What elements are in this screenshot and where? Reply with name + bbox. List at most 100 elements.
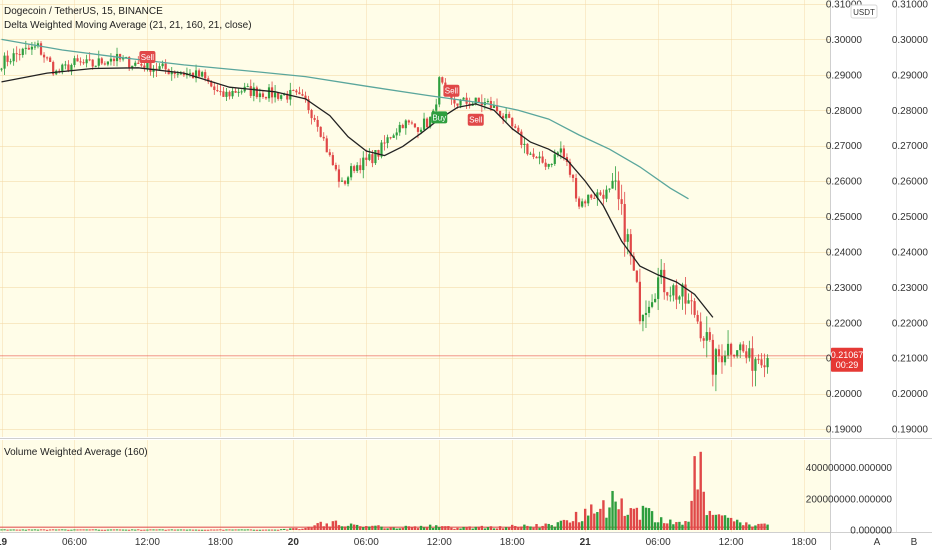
price-scale-background[interactable] — [830, 0, 932, 532]
volume-bar — [216, 529, 219, 531]
volume-bar — [0, 529, 3, 531]
candle-body — [261, 93, 265, 97]
volume-bar — [489, 526, 493, 530]
signal-badge — [467, 113, 484, 126]
volume-bar — [352, 524, 356, 530]
volume-bar — [103, 529, 107, 531]
candle-body — [544, 162, 547, 167]
volume-bar — [453, 528, 456, 530]
volume-bar — [550, 525, 553, 530]
candle-body — [611, 180, 614, 189]
candle-body — [532, 153, 535, 157]
candle-body — [626, 234, 629, 242]
sell-signal[interactable]: Sell — [467, 113, 484, 126]
signal-markers[interactable]: Sell Sell Buy Sell — [139, 51, 484, 126]
candle-body — [663, 269, 666, 293]
candle-body — [228, 91, 231, 97]
candle-body — [623, 203, 626, 242]
volume-bar — [267, 529, 271, 531]
candle-body — [304, 95, 307, 100]
chart-title[interactable]: Dogecoin / TetherUS, 15, BINANCE — [4, 6, 163, 17]
volume-bar — [155, 529, 158, 531]
candle-body — [94, 65, 97, 67]
candle-body — [650, 302, 654, 307]
volume-bar — [425, 527, 429, 530]
volume-bar — [307, 526, 310, 530]
volume-bar — [124, 529, 128, 531]
signal-label: Sell — [141, 53, 155, 62]
volume-bar — [492, 528, 496, 530]
volume-bar — [380, 526, 383, 530]
volume-bar — [520, 526, 523, 530]
volume-bar — [362, 527, 365, 530]
volume-bar — [517, 527, 520, 530]
buy-signal[interactable]: Buy — [431, 111, 448, 124]
candle-body — [222, 91, 225, 97]
volume-bar — [474, 526, 477, 530]
candle-body — [404, 120, 407, 129]
sell-signal[interactable]: Sell — [139, 51, 156, 64]
candle-body — [24, 47, 27, 49]
candle-body — [39, 43, 43, 55]
volume-tick-label: 400000000.000000 — [806, 463, 893, 474]
candle-body — [246, 86, 249, 88]
candle-body — [371, 154, 374, 164]
candle-body — [0, 68, 3, 70]
volume-bar — [377, 525, 380, 530]
volume-bar — [197, 529, 201, 531]
auto-scale-button[interactable]: A — [874, 537, 881, 548]
price-tick-label-secondary: 0.22000 — [892, 318, 929, 329]
currency-label: USDT — [853, 8, 875, 17]
price-tick-label-secondary: 0.27000 — [892, 141, 929, 152]
volume-bar — [33, 529, 37, 531]
volume-bar — [444, 526, 447, 530]
candle-body — [368, 154, 371, 160]
candle-body — [365, 157, 368, 160]
candle-body — [64, 64, 67, 66]
candle-body — [392, 135, 395, 138]
sell-signal[interactable]: Sell — [443, 84, 460, 97]
candle-body — [255, 87, 258, 98]
log-scale-button[interactable]: B — [911, 537, 918, 548]
candle-body — [629, 234, 632, 257]
candle-body — [514, 126, 517, 128]
candle-body — [760, 359, 763, 366]
candle-body — [605, 189, 608, 199]
candle-body — [641, 314, 645, 322]
indicator-title[interactable]: Delta Weighted Moving Average (21, 21, 1… — [4, 20, 252, 31]
volume-bar — [526, 525, 529, 530]
volume-bar — [413, 526, 417, 530]
candle-body — [307, 99, 310, 111]
candle-body — [310, 110, 313, 119]
volume-indicator-title[interactable]: Volume Weighted Average (160) — [4, 447, 148, 458]
volume-bar — [179, 529, 183, 531]
candle-body — [173, 71, 176, 74]
candle-body — [79, 61, 82, 63]
volume-bar — [690, 500, 693, 530]
candle-body — [474, 97, 477, 104]
volume-bar — [483, 528, 487, 530]
volume-bar — [720, 515, 724, 530]
candle-body — [194, 70, 198, 79]
volume-bar — [705, 515, 708, 530]
time-tick-label: 06:00 — [62, 537, 87, 548]
volume-bar — [617, 509, 620, 530]
price-tick-label: 0.27000 — [826, 141, 863, 152]
candle-body — [547, 164, 550, 167]
price-tick-label-secondary: 0.25000 — [892, 212, 929, 223]
volume-bar — [255, 529, 259, 531]
candle-body — [456, 103, 459, 106]
volume-bar — [647, 508, 651, 530]
volume-bar — [194, 529, 198, 531]
candle-body — [274, 92, 277, 98]
candle-body — [541, 156, 544, 163]
main-pane-background — [0, 0, 830, 437]
volume-bar — [188, 529, 192, 531]
time-tick-label: 18:00 — [500, 537, 525, 548]
currency-badge[interactable] — [850, 4, 878, 19]
volume-bar — [523, 524, 526, 530]
candle-body — [498, 110, 502, 116]
volume-bar — [170, 529, 173, 531]
candle-body — [219, 91, 222, 93]
